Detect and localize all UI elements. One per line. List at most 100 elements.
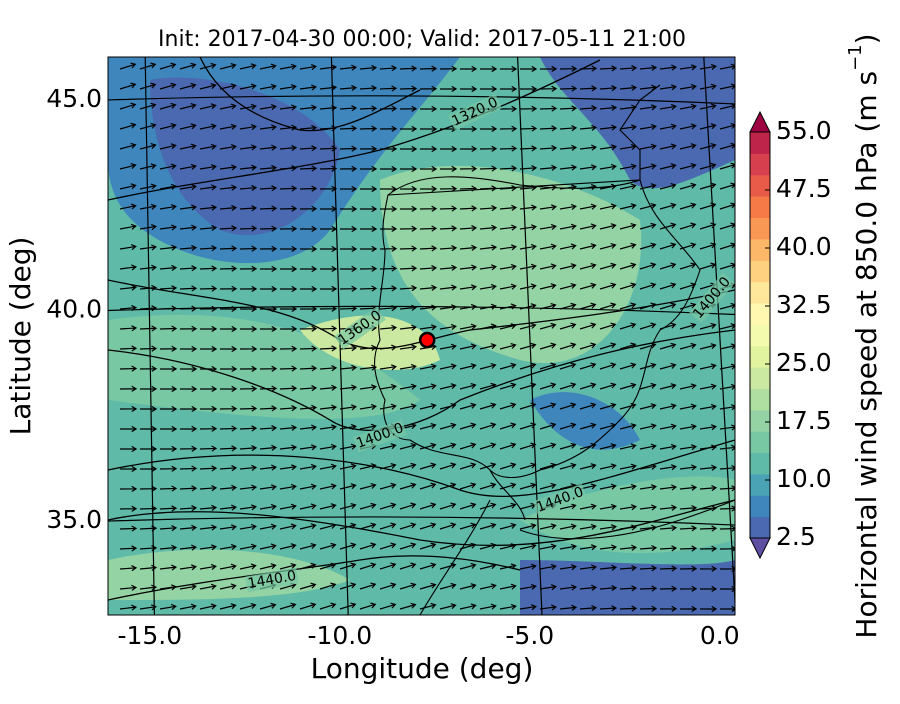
- wind-arrow: [419, 165, 438, 173]
- contour-line: [108, 59, 601, 201]
- wind-arrow: [599, 503, 617, 510]
- wind-arrow: [479, 343, 497, 350]
- wind-arrow: [579, 382, 597, 390]
- wind-arrow: [719, 485, 735, 492]
- colorbar-band: [750, 132, 770, 154]
- wind-arrow: [279, 305, 298, 313]
- wind-arrow: [359, 463, 377, 470]
- wind-arrow: [199, 345, 218, 353]
- wind-arrow: [179, 583, 197, 591]
- wind-arrow: [339, 265, 358, 272]
- wind-arrow: [699, 83, 717, 90]
- wind-arrow: [699, 565, 718, 572]
- wind-arrow: [719, 323, 735, 330]
- wind-arrow: [239, 563, 257, 570]
- field-low: [530, 392, 640, 450]
- wind-arrow: [599, 223, 617, 230]
- wind-arrow: [159, 62, 177, 70]
- wind-arrow: [439, 323, 457, 331]
- wind-arrow: [319, 325, 338, 332]
- wind-arrow: [719, 202, 735, 210]
- wind-arrow: [179, 265, 198, 272]
- wind-arrow: [179, 143, 197, 150]
- wind-arrow: [319, 463, 337, 470]
- wind-arrow: [279, 483, 297, 491]
- wind-arrow: [519, 563, 537, 570]
- wind-arrow: [479, 145, 498, 152]
- contour-label-bg: [352, 419, 408, 453]
- wind-arrow: [559, 503, 577, 510]
- wind-arrow: [719, 363, 735, 370]
- wind-arrow: [619, 84, 638, 91]
- wind-arrow: [339, 245, 358, 253]
- wind-arrow: [719, 505, 735, 512]
- wind-arrow: [679, 363, 697, 370]
- wind-arrow: [179, 123, 197, 130]
- wind-arrow: [459, 422, 477, 430]
- wind-arrow: [699, 403, 717, 410]
- wind-arrow: [719, 545, 735, 552]
- wind-arrow: [439, 542, 457, 550]
- wind-arrow: [479, 422, 497, 430]
- wind-arrow: [499, 583, 517, 590]
- wind-arrow: [539, 362, 557, 370]
- colorbar-band: [750, 452, 770, 475]
- wind-arrow: [359, 423, 377, 430]
- wind-arrow: [319, 84, 338, 91]
- wind-arrow: [359, 225, 378, 233]
- wind-arrow: [719, 63, 735, 70]
- wind-arrow: [559, 584, 578, 591]
- wind-arrow: [619, 443, 637, 450]
- wind-arrow: [279, 405, 298, 412]
- wind-arrow: [519, 523, 537, 530]
- wind-arrow: [459, 264, 478, 271]
- wind-arrow: [319, 104, 338, 112]
- wind-arrow: [439, 284, 458, 291]
- wind-arrow: [379, 185, 398, 193]
- wind-arrow: [159, 163, 177, 170]
- wind-arrow: [299, 205, 318, 212]
- colorbar-band: [750, 495, 770, 518]
- field-low: [150, 77, 340, 236]
- wind-arrow: [159, 123, 177, 130]
- wind-arrow: [339, 443, 357, 450]
- wind-arrow: [599, 163, 617, 171]
- wind-arrow: [519, 322, 537, 330]
- wind-arrow: [179, 385, 198, 393]
- wind-arrow: [439, 145, 458, 153]
- wind-arrow: [459, 65, 478, 73]
- wind-arrow: [359, 522, 377, 530]
- wind-arrow: [239, 164, 258, 171]
- wind-arrow: [719, 464, 735, 472]
- wind-arrow: [319, 64, 338, 71]
- wind-arrow: [139, 505, 158, 512]
- wind-arrow: [399, 304, 418, 311]
- wind-arrow: [299, 305, 318, 312]
- wind-arrow: [679, 302, 697, 310]
- x-tick-label: -5.0: [505, 621, 554, 650]
- wind-arrow: [679, 585, 698, 592]
- wind-arrow: [479, 244, 498, 251]
- wind-arrow: [479, 382, 497, 390]
- wind-arrow: [659, 163, 677, 170]
- wind-arrow: [279, 503, 297, 510]
- wind-arrow: [259, 503, 277, 511]
- wind-arrow: [159, 285, 178, 292]
- wind-arrow: [459, 125, 478, 133]
- wind-arrow: [419, 542, 437, 550]
- wind-arrow: [539, 402, 557, 410]
- wind-arrow: [139, 203, 157, 210]
- wind-arrow: [219, 465, 238, 472]
- wind-arrow: [119, 525, 138, 532]
- wind-arrow: [659, 605, 678, 612]
- wind-arrow: [159, 183, 177, 190]
- wind-arrow: [679, 504, 698, 512]
- wind-arrow: [319, 503, 337, 510]
- wind-arrow: [259, 205, 278, 212]
- wind-arrow: [559, 184, 577, 191]
- wind-arrow: [219, 405, 238, 412]
- wind-arrow: [479, 362, 497, 370]
- wind-arrow: [119, 223, 137, 230]
- wind-arrow: [459, 165, 478, 172]
- wind-arrow: [339, 225, 358, 233]
